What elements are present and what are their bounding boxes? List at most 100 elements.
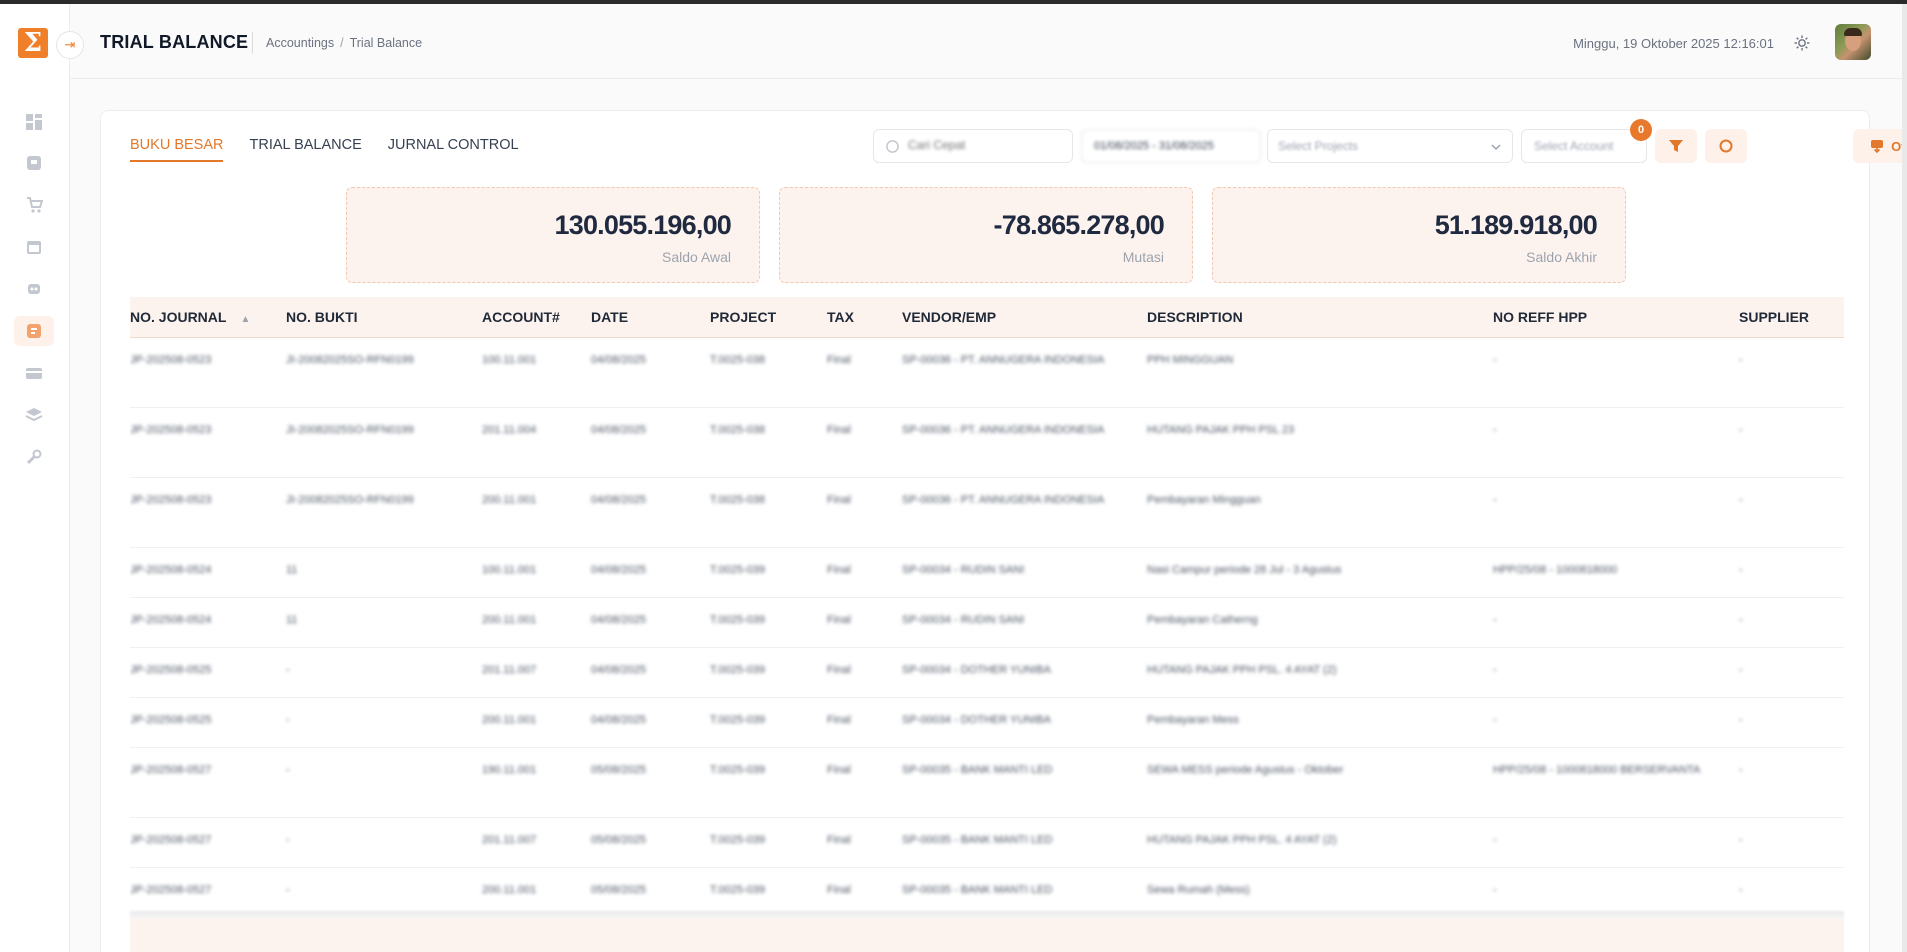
table-cell: -	[1739, 867, 1844, 917]
filter-button[interactable]	[1655, 129, 1697, 163]
filter-icon	[1669, 140, 1683, 152]
table-cell: Pembayaran Mingguan	[1147, 477, 1493, 548]
journal-table: NO. JOURNAL ▲ NO. BUKTI ACCOUNT# DATE PRO…	[130, 297, 1844, 917]
col-no-reff-hpp[interactable]: NO REFF HPP	[1493, 297, 1739, 338]
col-no-journal[interactable]: NO. JOURNAL ▲	[130, 297, 286, 338]
summary-value: 130.055.196,00	[554, 210, 732, 240]
main-card: BUKU BESAR TRIAL BALANCE JURNAL CONTROL …	[100, 110, 1907, 952]
sidebar-item-accounting[interactable]	[14, 316, 54, 346]
col-description[interactable]: DESCRIPTION	[1147, 297, 1493, 338]
table-cell: 201.11.004	[482, 407, 591, 478]
select-account-placeholder: Select Account	[1534, 139, 1614, 153]
col-project[interactable]: PROJECT	[710, 297, 827, 338]
date-range-picker[interactable]: 01/08/2025 - 31/08/2025	[1081, 129, 1261, 163]
journal-table-container[interactable]: NO. JOURNAL ▲ NO. BUKTI ACCOUNT# DATE PRO…	[130, 297, 1844, 917]
sidebar-item-robot[interactable]	[14, 274, 54, 304]
table-cell: Nasi Campur periode 28 Jul - 3 Agustus	[1147, 547, 1493, 598]
table-cell: Sewa Rumah (Mess)	[1147, 867, 1493, 917]
chevron-down-icon	[1491, 144, 1501, 151]
theme-toggle-button[interactable]	[1791, 32, 1813, 54]
search-input[interactable]	[908, 138, 1058, 152]
table-cell: T.0025-038	[710, 407, 827, 478]
col-tax[interactable]: TAX	[827, 297, 902, 338]
table-cell: 11	[286, 547, 482, 598]
table-cell: JI-20082025SO-RFN0199	[286, 477, 482, 548]
breadcrumb-accountings[interactable]: Accountings	[266, 36, 335, 50]
table-cell: -	[1493, 817, 1739, 868]
summary-label: Saldo Awal	[661, 249, 731, 265]
current-datetime: Minggu, 19 Oktober 2025 12:16:01	[1573, 36, 1774, 51]
sun-icon	[1794, 35, 1810, 51]
table-cell: T.0025-039	[710, 867, 827, 917]
col-no-bukti[interactable]: NO. BUKTI	[286, 297, 482, 338]
sort-asc-icon[interactable]: ▲	[240, 313, 251, 325]
table-cell: 04/08/2025	[591, 697, 710, 748]
other-button[interactable]: Other	[1853, 129, 1907, 163]
table-cell: JP-202508-0523	[130, 407, 286, 478]
table-row[interactable]: JP-202508-0527-200.11.001 05/08/2025 T.002…	[130, 867, 1844, 917]
sidebar-item-card[interactable]	[14, 358, 54, 388]
sidebar-item-calendar[interactable]	[14, 232, 54, 262]
table-cell: Final	[827, 647, 902, 698]
table-cell: -	[1739, 407, 1844, 478]
table-row[interactable]: JP-202508-0523 JI-20082025SO-RFN0199 201.1…	[130, 407, 1844, 478]
col-account[interactable]: ACCOUNT#	[482, 297, 591, 338]
download-icon	[1871, 140, 1884, 153]
sidebar-collapse-button[interactable]: ⇥	[56, 31, 84, 59]
cart-icon	[27, 197, 43, 213]
table-cell: T.0025-039	[710, 817, 827, 868]
table-row[interactable]: JP-202508-0524 11 200.11.001 04/08/2025 T.00…	[130, 597, 1844, 648]
table-cell: HPP/25/08 - 1000818000 BERSERVANTA	[1493, 747, 1739, 818]
table-row[interactable]: JP-202508-0523 JI-20082025SO-RFN0199 200.1…	[130, 477, 1844, 548]
select-account-dropdown[interactable]: Select Account	[1521, 129, 1647, 163]
table-cell: -	[1493, 597, 1739, 648]
sidebar-item-layers[interactable]	[14, 400, 54, 430]
user-avatar[interactable]	[1835, 24, 1871, 60]
table-cell: PPH MINGGUAN	[1147, 337, 1493, 408]
app-logo[interactable]: Σ	[18, 28, 48, 58]
table-cell: T.0025-039	[710, 747, 827, 818]
table-cell: Final	[827, 697, 902, 748]
table-cell: SP-00035 - BANK MANTI LED	[902, 867, 1147, 917]
table-cell: HPP/25/08 - 1000818000	[1493, 547, 1739, 598]
window-scrollbar[interactable]	[1902, 4, 1907, 952]
col-supplier[interactable]: SUPPLIER	[1739, 297, 1844, 338]
tab-bar: BUKU BESAR TRIAL BALANCE JURNAL CONTROL	[130, 137, 519, 162]
robot-icon	[28, 284, 40, 294]
table-cell: Pembayaran Catherng	[1147, 597, 1493, 648]
quick-search[interactable]	[873, 129, 1073, 163]
table-row[interactable]: JP-202508-0525-201.11.007 04/08/2025 T.002…	[130, 647, 1844, 698]
table-cell: -	[1493, 697, 1739, 748]
sidebar-item-dashboard[interactable]	[14, 107, 54, 137]
table-cell: -	[1739, 547, 1844, 598]
table-cell: 201.11.007	[482, 817, 591, 868]
table-cell: 200.11.001	[482, 597, 591, 648]
sidebar-item-purchase[interactable]	[14, 190, 54, 220]
refresh-button[interactable]	[1705, 129, 1747, 163]
table-cell: T.0025-038	[710, 337, 827, 408]
col-vendor-emp[interactable]: VENDOR/EMP	[902, 297, 1147, 338]
table-row[interactable]: JP-202508-0527-201.11.007 05/08/2025 T.002…	[130, 817, 1844, 868]
summary-saldo-awal: 130.055.196,00 Saldo Awal	[346, 187, 760, 283]
tab-buku-besar[interactable]: BUKU BESAR	[130, 137, 224, 162]
table-cell: -	[1493, 337, 1739, 408]
tab-trial-balance[interactable]: TRIAL BALANCE	[249, 137, 362, 153]
table-row[interactable]: JP-202508-0523 JI-20082025SO-RFN0199 100.1…	[130, 337, 1844, 408]
table-row[interactable]: JP-202508-0525-200.11.001 04/08/2025 T.002…	[130, 697, 1844, 748]
sidebar-item-tools[interactable]	[14, 442, 54, 472]
select-projects-dropdown[interactable]: Select Projects	[1267, 129, 1513, 163]
table-cell: Final	[827, 337, 902, 408]
table-cell: -	[1739, 747, 1844, 818]
tab-jurnal-control[interactable]: JURNAL CONTROL	[387, 137, 519, 153]
table-row[interactable]: JP-202508-0527-190.11.001 05/08/2025 T.002…	[130, 747, 1844, 818]
col-date[interactable]: DATE	[591, 297, 710, 338]
table-cell: -	[1739, 647, 1844, 698]
table-cell: -	[286, 747, 482, 818]
summary-label: Saldo Akhir	[1526, 249, 1597, 265]
horizontal-scrollbar[interactable]	[130, 911, 1844, 919]
sidebar-item-bank[interactable]	[14, 148, 54, 178]
breadcrumb: Accountings / Trial Balance	[266, 36, 422, 50]
filter-count-badge: 0	[1630, 119, 1652, 141]
table-cell: JP-202508-0524	[130, 547, 286, 598]
table-row[interactable]: JP-202508-0524 11 100.11.001 04/08/2025 T.00…	[130, 547, 1844, 598]
